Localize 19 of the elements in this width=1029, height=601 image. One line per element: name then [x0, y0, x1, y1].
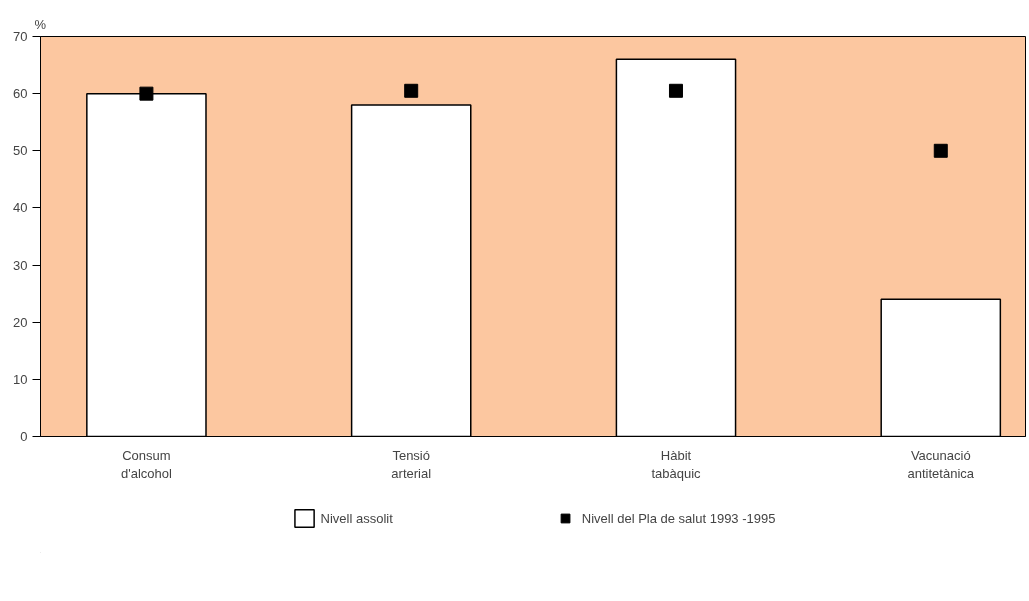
legend-label: Nivell del Pla de salut 1993 -1995 [581, 510, 776, 526]
y-tick-label: 40 [13, 200, 28, 216]
point [668, 83, 683, 98]
point [139, 86, 154, 101]
y-tick-label: 10 [13, 371, 28, 387]
x-tick-label: Hàbit tabàquic [651, 447, 702, 481]
point [933, 143, 948, 158]
y-axis-title: % [34, 16, 47, 32]
x-tick-label: Tensió arterial [391, 447, 432, 481]
y-tick-label: 70 [13, 29, 28, 44]
y-tick-label: 20 [13, 314, 28, 330]
x-tick-label: Consum d'alcohol [120, 447, 172, 481]
y-tick-label: 0 [20, 429, 28, 444]
x-tick-label: Vacunació antitetànica [907, 447, 975, 481]
point [404, 83, 419, 98]
legend-label: Nivell assolit [320, 510, 393, 526]
y-tick-label: 50 [13, 143, 28, 159]
y-tick-label: 30 [13, 257, 28, 273]
y-tick-label: 60 [13, 86, 28, 102]
